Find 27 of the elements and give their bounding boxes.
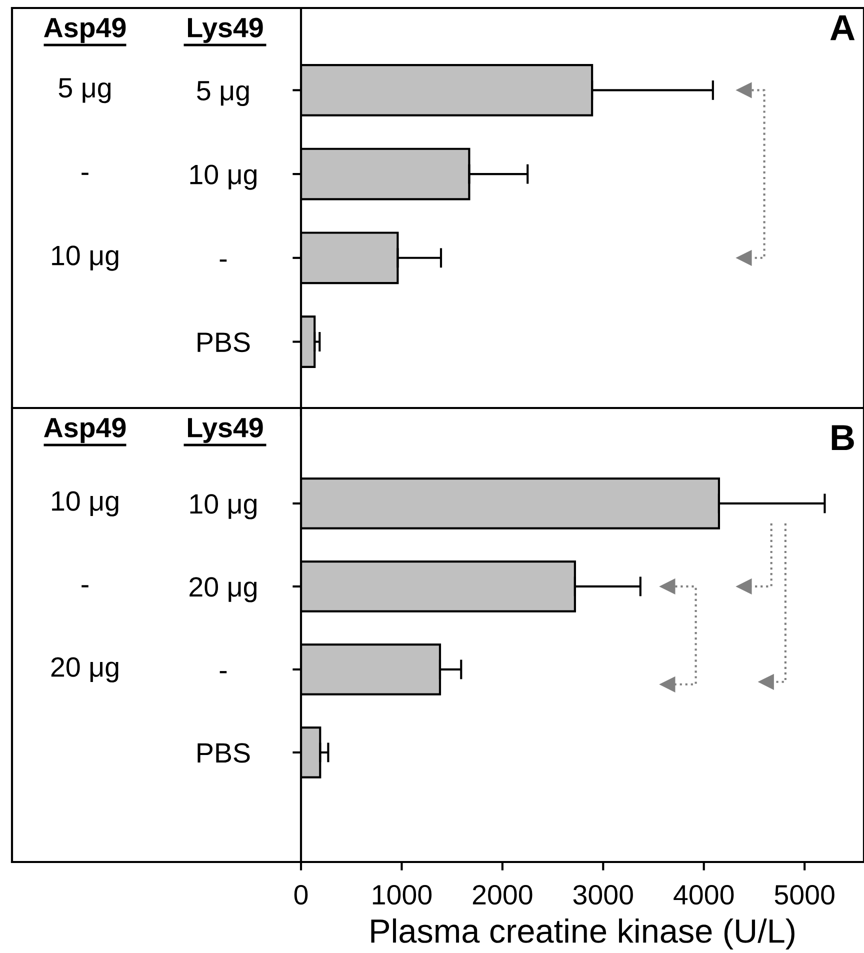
- x-tick-label: 4000: [674, 884, 734, 905]
- y-tick-label: 10 μg: [190, 494, 256, 520]
- text: 5 μg: [58, 78, 111, 104]
- y-tick-label: 10 μg: [190, 164, 256, 190]
- x-tick-label: 0: [294, 884, 308, 905]
- text: 10 μg: [52, 246, 118, 271]
- text: -: [82, 172, 88, 175]
- text: Asp49: [44, 418, 126, 443]
- chart-title: B: [832, 425, 854, 450]
- text: Lys49: [188, 418, 263, 443]
- text: -: [82, 585, 88, 588]
- text: 20 μg: [51, 657, 118, 682]
- y-tick-label: -: [220, 259, 227, 262]
- y-tick-label: 5 μg: [197, 81, 249, 106]
- x-axis-title: Plasma creatine kinase (U/L): [371, 918, 794, 950]
- x-tick-label: 5000: [774, 884, 834, 905]
- x-tick-label: 2000: [472, 884, 532, 905]
- text: 10 μg: [52, 491, 118, 516]
- y-tick-label: PBS: [198, 332, 250, 352]
- y-tick-label: PBS: [198, 743, 250, 763]
- x-tick-label: 3000: [573, 884, 633, 905]
- y-tick-label: 20 μg: [190, 577, 256, 602]
- chart-title: A: [830, 15, 855, 40]
- text: Lys49: [188, 18, 263, 43]
- x-tick-label: 1000: [372, 884, 432, 905]
- y-tick-label: -: [220, 671, 227, 674]
- text: Asp49: [44, 18, 126, 43]
